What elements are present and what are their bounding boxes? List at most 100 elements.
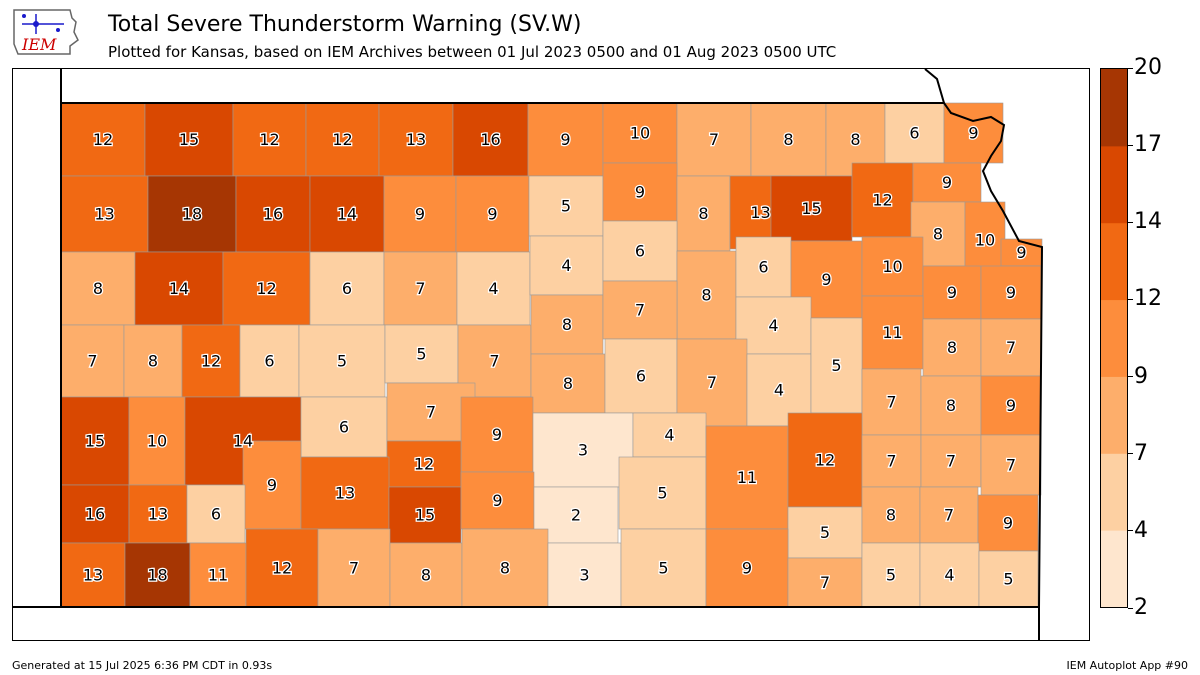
county-region bbox=[456, 251, 531, 326]
county-value-label: 9 bbox=[968, 124, 978, 143]
svg-text:IEM: IEM bbox=[21, 35, 57, 54]
county-region bbox=[920, 434, 982, 488]
county-value-label: 7 bbox=[349, 559, 359, 578]
county-value-label: 8 bbox=[701, 286, 711, 305]
county-value-label: 5 bbox=[1003, 570, 1013, 589]
county-region bbox=[770, 175, 853, 242]
county-region bbox=[461, 528, 549, 608]
county-region bbox=[861, 542, 921, 608]
county-value-label: 9 bbox=[415, 205, 425, 224]
county-value-label: 5 bbox=[561, 197, 571, 216]
county-value-label: 5 bbox=[337, 352, 347, 371]
county-region bbox=[532, 412, 634, 488]
county-region bbox=[460, 471, 535, 530]
county-region bbox=[60, 324, 125, 398]
county-value-label: 7 bbox=[709, 130, 719, 149]
county-value-label: 3 bbox=[578, 441, 588, 460]
county-value-label: 7 bbox=[820, 573, 830, 592]
county-value-label: 9 bbox=[267, 476, 277, 495]
county-value-label: 3 bbox=[579, 566, 589, 585]
colorbar-tick bbox=[1128, 530, 1133, 532]
county-region bbox=[186, 484, 246, 544]
county-value-label: 15 bbox=[85, 432, 105, 451]
county-region bbox=[787, 412, 863, 508]
county-region bbox=[620, 528, 707, 608]
county-region bbox=[530, 353, 606, 414]
county-region bbox=[189, 542, 247, 608]
county-value-label: 14 bbox=[169, 279, 189, 298]
county-value-label: 9 bbox=[492, 425, 502, 444]
county-value-label: 7 bbox=[426, 403, 436, 422]
colorbar-swatches bbox=[1101, 69, 1127, 607]
county-value-label: 8 bbox=[947, 338, 957, 357]
county-value-label: 13 bbox=[750, 203, 770, 222]
county-region bbox=[676, 250, 737, 340]
county-value-label: 8 bbox=[148, 352, 158, 371]
county-region bbox=[300, 396, 388, 458]
colorbar-tick bbox=[1128, 453, 1133, 455]
colorbar-tick bbox=[1128, 298, 1133, 300]
colorbar-tick-label: 17 bbox=[1134, 132, 1162, 158]
county-region bbox=[452, 102, 529, 177]
county-value-label: 16 bbox=[263, 205, 283, 224]
county-region bbox=[222, 251, 311, 326]
county-region bbox=[676, 338, 748, 427]
colorbar-bin bbox=[1101, 145, 1127, 224]
county-value-label: 14 bbox=[337, 205, 357, 224]
county-region bbox=[123, 324, 183, 398]
county-value-label: 12 bbox=[259, 130, 279, 149]
county-value-label: 16 bbox=[480, 130, 500, 149]
county-value-label: 7 bbox=[87, 352, 97, 371]
county-region bbox=[232, 102, 307, 177]
county-region bbox=[181, 324, 241, 398]
county-region bbox=[386, 382, 476, 442]
county-value-label: 13 bbox=[406, 130, 426, 149]
county-value-label: 10 bbox=[975, 231, 995, 250]
county-value-label: 7 bbox=[707, 373, 717, 392]
county-region bbox=[861, 236, 924, 297]
county-value-label: 4 bbox=[664, 426, 674, 445]
county-value-label: 2 bbox=[571, 506, 581, 525]
county-value-label: 8 bbox=[783, 130, 793, 149]
county-region bbox=[134, 251, 224, 326]
county-value-label: 9 bbox=[560, 130, 570, 149]
colorbar-bin bbox=[1101, 453, 1127, 531]
county-region bbox=[735, 296, 812, 355]
county-value-label: 8 bbox=[93, 279, 103, 298]
county-region bbox=[298, 324, 386, 398]
county-value-label: 13 bbox=[335, 484, 355, 503]
county-region bbox=[60, 484, 130, 544]
county-region bbox=[922, 265, 982, 320]
county-value-label: 9 bbox=[821, 270, 831, 289]
county-value-label: 8 bbox=[933, 225, 943, 244]
county-value-label: 6 bbox=[211, 505, 221, 524]
county-region bbox=[602, 162, 678, 222]
county-value-label: 9 bbox=[487, 205, 497, 224]
county-value-label: 9 bbox=[1006, 396, 1016, 415]
county-region bbox=[309, 175, 385, 253]
county-value-label: 7 bbox=[946, 452, 956, 471]
county-value-label: 12 bbox=[93, 130, 113, 149]
county-value-label: 10 bbox=[882, 257, 902, 276]
county-value-label: 9 bbox=[947, 283, 957, 302]
colorbar-tick bbox=[1128, 376, 1133, 378]
county-value-label: 6 bbox=[636, 367, 646, 386]
county-region bbox=[60, 251, 136, 326]
county-value-label: 7 bbox=[1006, 456, 1016, 475]
county-region bbox=[884, 102, 945, 164]
county-value-label: 5 bbox=[886, 566, 896, 585]
colorbar-bin bbox=[1101, 376, 1127, 454]
county-value-label: 5 bbox=[820, 523, 830, 542]
county-value-label: 5 bbox=[416, 345, 426, 364]
county-value-label: 6 bbox=[758, 258, 768, 277]
county-value-label: 8 bbox=[500, 559, 510, 578]
colorbar-bin bbox=[1101, 530, 1127, 607]
county-region bbox=[128, 396, 186, 486]
map-panel: 12 15 12 12 13 16 9 10 7 8 8 6 9 13 18 16 14 9 9 5 9 8 13 15 12 9… bbox=[12, 68, 1090, 641]
county-region bbox=[60, 396, 130, 486]
colorbar-tick-label: 7 bbox=[1134, 440, 1148, 466]
county-value-label: 10 bbox=[147, 432, 167, 451]
map-title: Total Severe Thunderstorm Warning (SV.W) bbox=[108, 12, 582, 37]
county-value-label: 8 bbox=[886, 506, 896, 525]
colorbar bbox=[1100, 68, 1128, 608]
